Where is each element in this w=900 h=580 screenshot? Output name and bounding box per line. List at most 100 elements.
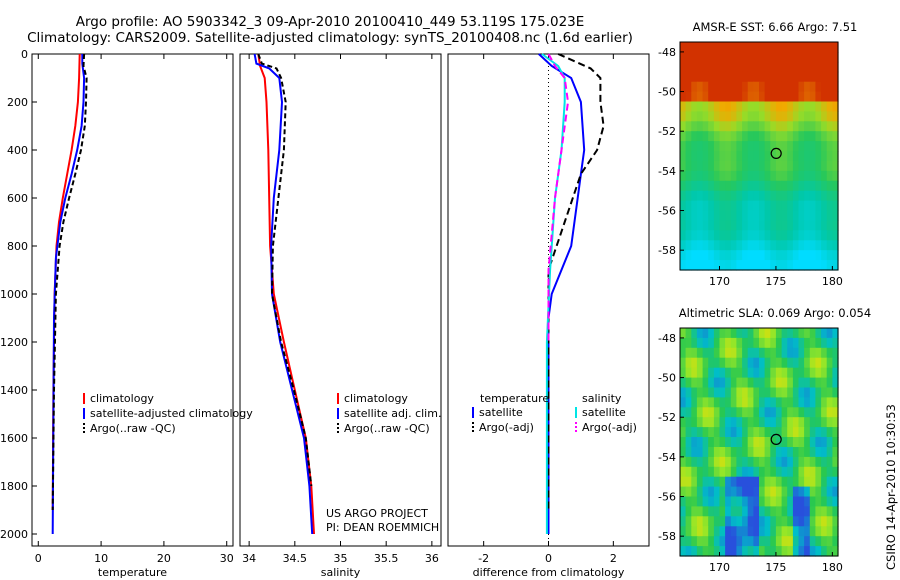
heatmap-cell [702, 387, 709, 398]
heatmap-cell [725, 407, 732, 418]
heatmap-cell [809, 71, 816, 83]
heatmap-cell [736, 151, 743, 162]
heatmap-cell [826, 466, 833, 478]
heatmap-cell [696, 536, 704, 547]
heatmap-cell [719, 397, 726, 408]
heatmap-cell [708, 210, 715, 221]
heatmap-cell [792, 111, 800, 122]
series-line [541, 53, 566, 534]
legend-label: satellite-adjusted climatology [90, 407, 253, 420]
heatmap-cell [708, 367, 715, 379]
heatmap-cell [792, 81, 800, 93]
heatmap-cell [815, 447, 822, 458]
heatmap-cell [804, 437, 811, 448]
heatmap-cell [696, 131, 704, 142]
heatmap-cell [826, 417, 833, 428]
heatmap-cell [725, 42, 732, 53]
heatmap-cell [775, 170, 783, 182]
heatmap-cell [691, 536, 698, 547]
heatmap-cell [742, 71, 749, 83]
heatmap-cell [832, 230, 839, 241]
heatmap-cell [787, 200, 794, 212]
heatmap-cell [764, 250, 771, 261]
heatmap-cell [725, 367, 732, 379]
heatmap-cell [826, 42, 833, 53]
heatmap-cell [753, 536, 760, 547]
heatmap-cell [702, 328, 709, 339]
heatmap-cell [696, 437, 704, 448]
heatmap-cell [685, 101, 692, 112]
heatmap-cell [708, 91, 715, 103]
heatmap-cell [809, 466, 816, 478]
heatmap-cell [719, 456, 726, 468]
heatmap-cell [719, 546, 726, 557]
heatmap-cell [826, 170, 833, 182]
heatmap-cell [775, 81, 783, 93]
heatmap-cell [832, 170, 839, 182]
heatmap-cell [759, 71, 766, 83]
heatmap-cell [775, 377, 783, 389]
heatmap-cell [798, 81, 805, 93]
heatmap-cell [725, 437, 732, 448]
heatmap-cell [680, 466, 687, 478]
heatmap-cell [696, 486, 704, 498]
heatmap-cell [702, 240, 709, 251]
heatmap-cell [747, 437, 754, 448]
heatmap-cell [696, 200, 704, 212]
heatmap-cell [804, 447, 811, 458]
heatmap-cell [696, 260, 704, 271]
heatmap-cell [826, 347, 833, 359]
heatmap-cell [719, 101, 726, 112]
heatmap-cell [702, 486, 709, 498]
heatmap-cell [787, 180, 794, 192]
heatmap-cell [713, 180, 721, 192]
heatmap-cell [730, 111, 737, 122]
heatmap-cell [832, 427, 839, 438]
heatmap-cell [708, 387, 715, 398]
heatmap-cell [759, 466, 766, 478]
heatmap-cell [792, 357, 800, 369]
heatmap-cell [804, 516, 811, 527]
heatmap-cell [809, 260, 816, 271]
heatmap-cell [775, 456, 783, 468]
heatmap-cell [764, 91, 771, 103]
heatmap-cell [764, 486, 771, 498]
heatmap-cell [821, 190, 828, 202]
heatmap-cell [691, 506, 698, 517]
heatmap-cell [764, 71, 771, 83]
heatmap-cell [832, 456, 839, 468]
heatmap-cell [759, 456, 766, 468]
heatmap-cell [702, 476, 709, 488]
heatmap-cell [821, 131, 828, 142]
heatmap-cell [832, 407, 839, 418]
heatmap-cell [792, 240, 800, 251]
series-line [547, 53, 605, 510]
heatmap-cell [809, 200, 816, 212]
heatmap-cell [759, 397, 766, 408]
heatmap-cell [759, 337, 766, 349]
heatmap-cell [685, 180, 692, 192]
heatmap-cell [792, 486, 800, 498]
heatmap-cell [798, 141, 805, 152]
heatmap-cell [770, 536, 777, 547]
heatmap-cell [680, 447, 687, 458]
heatmap-cell [770, 151, 777, 162]
heatmap-cell [770, 506, 777, 517]
heatmap-cell [787, 546, 794, 557]
heatmap-cell [713, 190, 721, 202]
heatmap-cell [680, 51, 687, 63]
x-tick-label: 34 [242, 552, 256, 565]
heatmap-cell [702, 131, 709, 142]
heatmap-cell [792, 260, 800, 271]
heatmap-cell [736, 71, 743, 83]
legend-label: Argo(-adj) [582, 421, 637, 434]
heatmap-cell [691, 357, 698, 369]
heatmap-cell [809, 230, 816, 241]
heatmap-cell [685, 427, 692, 438]
heatmap-cell [770, 466, 777, 478]
heatmap-cell [815, 328, 822, 339]
heatmap-cell [821, 180, 828, 192]
heatmap-cell [792, 377, 800, 389]
heatmap-cell [775, 260, 783, 271]
heatmap-cell [815, 151, 822, 162]
